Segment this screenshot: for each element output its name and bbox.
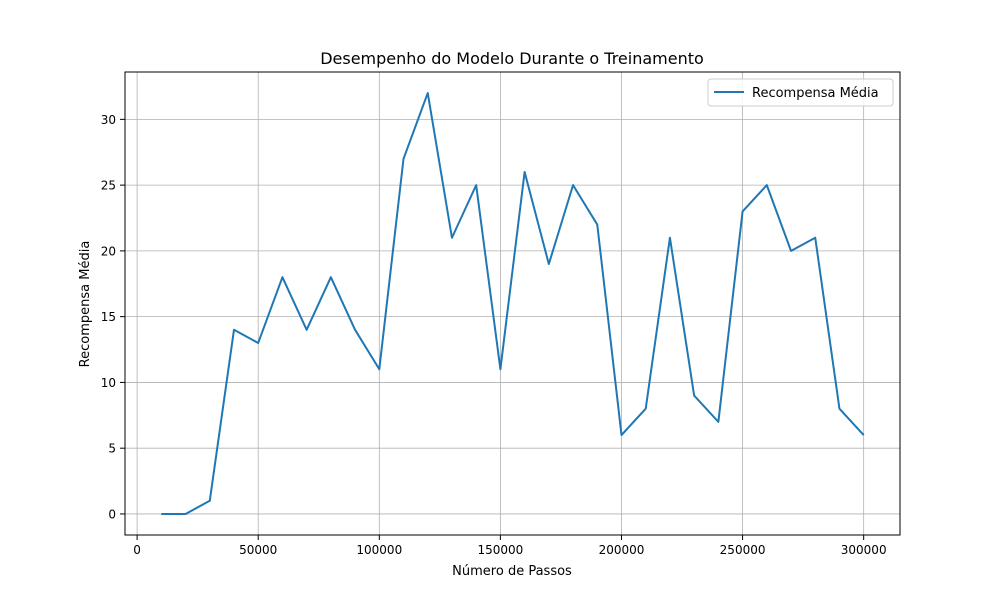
series-layer (161, 92, 865, 515)
y-tick-label: 5 (108, 442, 116, 456)
y-tick-label: 10 (101, 376, 116, 390)
x-axis-label: Número de Passos (452, 564, 572, 579)
x-tick-label: 100000 (356, 543, 402, 557)
x-tick-label: 50000 (239, 543, 277, 557)
legend-label: Recompensa Média (752, 86, 879, 101)
series-line (161, 92, 865, 515)
legend-box (707, 78, 894, 107)
y-tick-label: 25 (101, 179, 116, 193)
x-tick-label: 250000 (720, 543, 766, 557)
plot-frame (124, 71, 901, 536)
chart-title: Desempenho do Modelo Durante o Treinamen… (320, 49, 704, 68)
grid (125, 72, 900, 535)
x-tick-label: 0 (133, 543, 141, 557)
y-tick-label: 30 (101, 113, 116, 127)
x-tick-label: 300000 (841, 543, 887, 557)
y-axis-ticks: 0 5 10 15 20 25 30 (101, 113, 125, 521)
y-tick-label: 15 (101, 310, 116, 324)
y-tick-label: 0 (108, 507, 116, 521)
x-tick-label: 200000 (599, 543, 645, 557)
y-axis-label: Recompensa Média (78, 241, 93, 368)
legend: Recompensa Média (707, 78, 894, 107)
x-tick-label: 150000 (477, 543, 523, 557)
x-axis-ticks: 0 50000 100000 150000 200000 250000 300000 (133, 535, 887, 557)
y-tick-label: 20 (101, 244, 116, 258)
